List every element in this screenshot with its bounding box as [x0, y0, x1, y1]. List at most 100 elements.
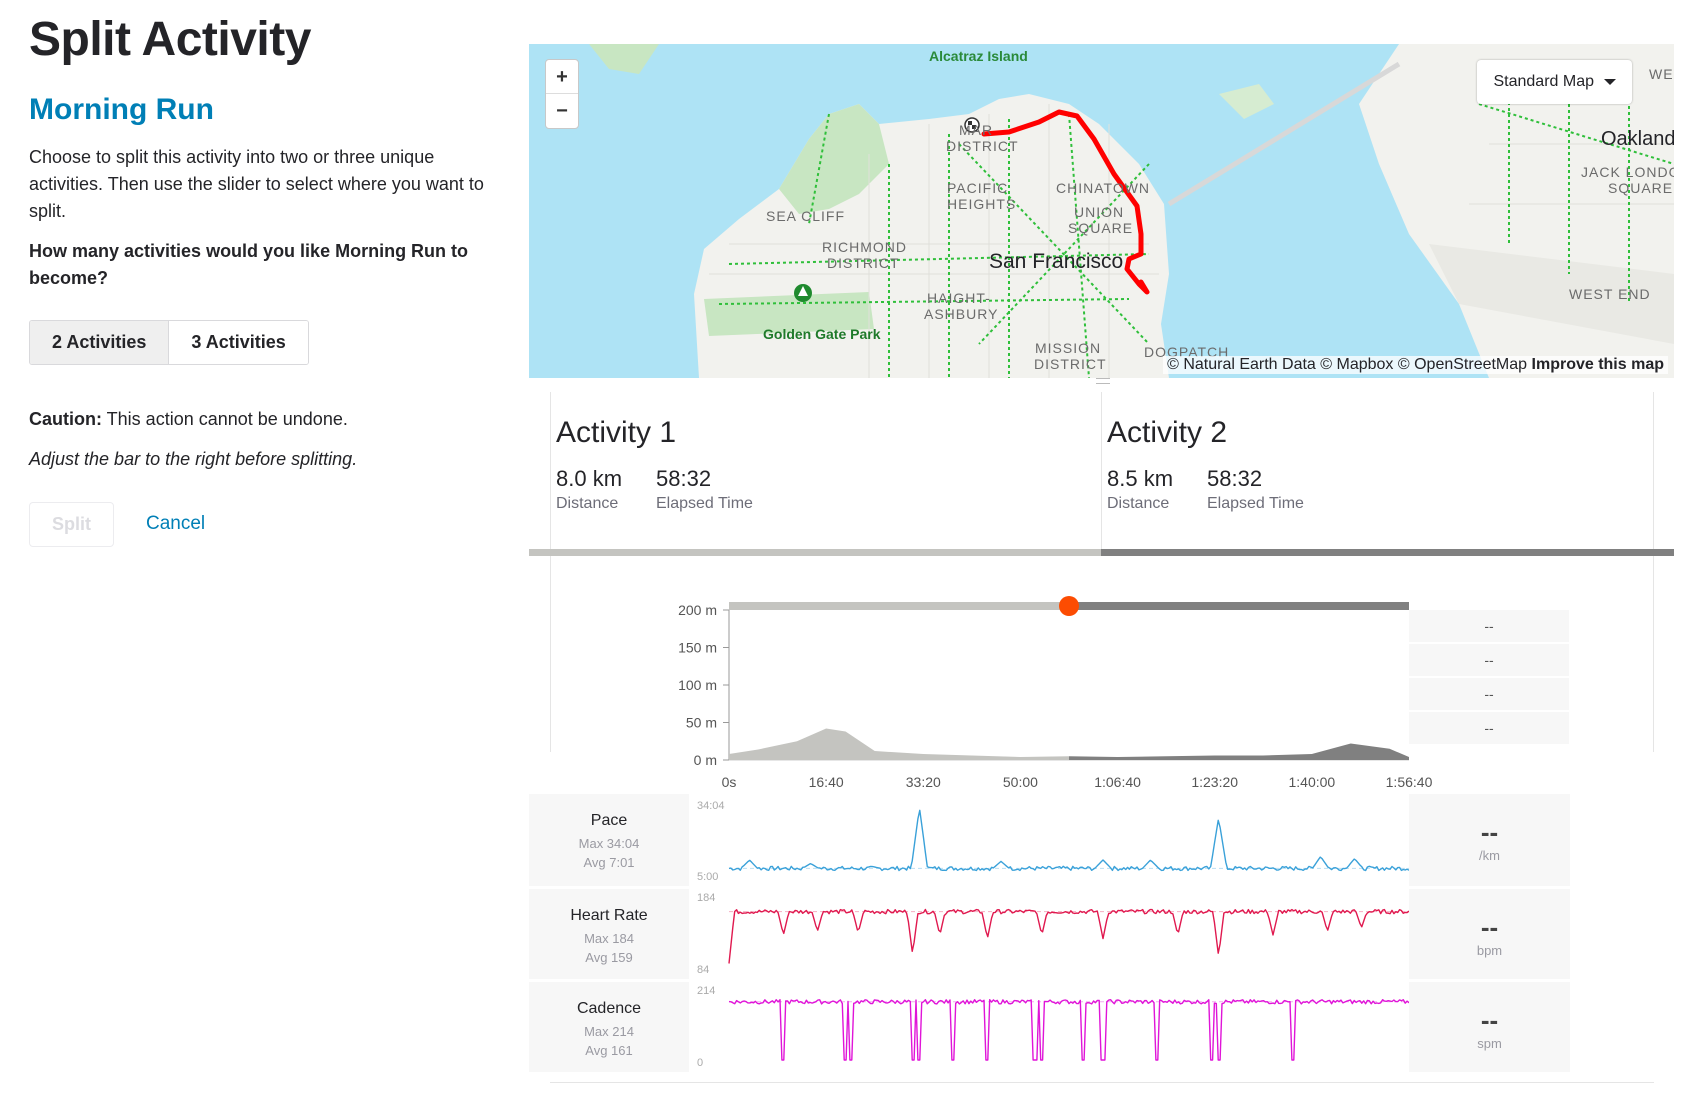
- metric-name: Heart Rate: [570, 907, 648, 924]
- split-slider-handle[interactable]: [1059, 596, 1079, 616]
- y-min-label: 0: [697, 1057, 703, 1069]
- activity-2-bar: [1101, 549, 1674, 556]
- metric-max: Max 34:04: [578, 836, 640, 851]
- metric-avg: Avg 161: [585, 1043, 633, 1058]
- map-label-jack-london-a: JACK LONDON: [1581, 164, 1674, 180]
- map-label-richmond-b: DISTRICT: [827, 255, 900, 271]
- zoom-in-button[interactable]: +: [546, 60, 578, 94]
- x-tick-label: 1:40:00: [1288, 774, 1335, 790]
- two-activities-option[interactable]: 2 Activities: [30, 321, 170, 364]
- map-label-marina-b: DISTRICT: [946, 138, 1019, 154]
- map-attribution: © Natural Earth Data © Mapbox © OpenStre…: [1163, 356, 1668, 374]
- map-label-richmond-a: RICHMOND: [822, 239, 907, 255]
- attribution-text: © Natural Earth Data © Mapbox © OpenStre…: [1167, 356, 1528, 373]
- alameda: [1429, 244, 1674, 344]
- heart-rate-value-panel: -- bpm: [1409, 886, 1570, 979]
- side-value-cell: [1409, 678, 1569, 710]
- metric-name: Cadence: [576, 1000, 642, 1017]
- activity-route: [981, 109, 1150, 295]
- activity-count-selector: 2 Activities 3 Activities: [29, 320, 309, 365]
- split-button[interactable]: Split: [29, 502, 114, 547]
- side-value: --: [1484, 720, 1494, 736]
- cadence-line: [728, 999, 1409, 1061]
- activity-2-title: Activity 2: [1107, 416, 1228, 449]
- distance-value: 8.0 km: [556, 466, 623, 491]
- map-resize-handle[interactable]: [1096, 378, 1110, 384]
- x-tick-label: 1:23:20: [1191, 774, 1238, 790]
- zoom-out-button[interactable]: −: [556, 100, 568, 122]
- y-max-label: 214: [697, 985, 715, 997]
- metric-max: Max 214: [584, 1024, 634, 1039]
- map-label-union-b: SQUARE: [1068, 220, 1134, 236]
- split-activities: Activity 1 8.0 km Distance 58:32 Elapsed…: [550, 392, 1654, 549]
- activity-2-card: Activity 2 8.5 km Distance 58:32 Elapsed…: [1102, 392, 1654, 549]
- golden-gate-park: [704, 292, 874, 336]
- elevation-side-panel: -- -- -- --: [1409, 610, 1569, 744]
- y-tick-label: 100 m: [678, 677, 717, 693]
- y-tick-label: 150 m: [678, 640, 717, 656]
- map-label-mission-b: DISTRICT: [1034, 356, 1107, 372]
- cadence-row: Cadence Max 214 Avg 161 214 0 -- spm: [529, 979, 1570, 1072]
- heart-rate-row: Heart Rate Max 184 Avg 159 184 84 -- bpm: [529, 886, 1570, 979]
- map-style-label: Standard Map: [1493, 73, 1594, 90]
- map-label-union-a: UNION: [1074, 204, 1125, 220]
- caution-label: Caution:: [29, 409, 102, 429]
- x-tick-label: 50:00: [1003, 774, 1038, 790]
- adjust-hint: Adjust the bar to the right before split…: [29, 449, 358, 469]
- caution-text: This action cannot be undone.: [106, 409, 348, 429]
- cancel-link[interactable]: Cancel: [146, 513, 206, 534]
- side-value-cell: [1409, 644, 1569, 676]
- chevron-down-icon: [1604, 78, 1616, 85]
- activity-name: Morning Run: [29, 93, 214, 126]
- map-label-haight-a: HAIGHT-: [927, 290, 991, 306]
- cadence-chart: 214 0: [697, 985, 1409, 1069]
- x-tick-label: 1:56:40: [1386, 774, 1433, 790]
- x-tick-label: 1:06:40: [1094, 774, 1141, 790]
- split-description: Choose to split this activity into two o…: [29, 147, 484, 221]
- map-label-mission-a: MISSION: [1035, 340, 1102, 356]
- metric-avg: Avg 7:01: [583, 855, 635, 870]
- route-map[interactable]: Alcatraz Island MAR DISTRICT PACIFIC HEI…: [529, 44, 1674, 378]
- distance-label: Distance: [1107, 495, 1170, 512]
- map-label-pacific-a: PACIFIC: [947, 180, 1009, 196]
- map-label-west-end: WEST END: [1569, 286, 1651, 302]
- map-label-haight-b: ASHBURY: [924, 306, 999, 322]
- activity-2-time: 58:32 Elapsed Time: [1207, 466, 1304, 513]
- three-activities-option[interactable]: 3 Activities: [169, 321, 308, 364]
- metric-avg: Avg 159: [585, 950, 633, 965]
- activity-count-question: How many activities would you like Morni…: [29, 241, 469, 288]
- side-value: --: [1484, 686, 1494, 702]
- metric-value: --: [1480, 912, 1499, 942]
- side-value: --: [1484, 652, 1494, 668]
- pace-line: [728, 809, 1409, 872]
- map-label-alcatraz: Alcatraz Island: [929, 48, 1028, 64]
- distance-value: 8.5 km: [1107, 466, 1174, 491]
- elevation-area-activity-1: [729, 728, 1069, 760]
- elevation-axis: 200 m 150 m 100 m 50 m 0 m 0s 16:40 33:20 50:00 1…: [678, 602, 1432, 790]
- time-value: 58:32: [656, 466, 712, 491]
- y-tick-label: 50 m: [686, 715, 717, 731]
- y-max-label: 34:04: [697, 800, 725, 812]
- metric-unit: bpm: [1476, 943, 1503, 958]
- zoom-controls: + −: [545, 59, 579, 129]
- map-style-dropdown[interactable]: Standard Map: [1477, 60, 1632, 104]
- activity-1-time: 58:32 Elapsed Time: [656, 466, 753, 513]
- side-value: --: [1484, 618, 1494, 634]
- caution-message: Caution: This action cannot be undone.: [29, 409, 348, 430]
- map-label-seacliff: SEA CLIFF: [766, 208, 846, 224]
- time-label: Elapsed Time: [656, 495, 753, 512]
- x-tick-label: 0s: [722, 774, 737, 790]
- cadence-label-panel: Cadence Max 214 Avg 161: [529, 979, 689, 1072]
- map-label-jack-london-b: SQUARE: [1608, 180, 1674, 196]
- pace-chart: 34:04 5:00: [697, 800, 1409, 883]
- cadence-value-panel: -- spm: [1409, 979, 1570, 1072]
- bay-bridge: [1167, 61, 1401, 207]
- heart-rate-label-panel: Heart Rate Max 184 Avg 159: [529, 886, 689, 979]
- y-min-label: 5:00: [697, 871, 718, 883]
- time-value: 58:32: [1207, 466, 1263, 491]
- metric-value: --: [1480, 1005, 1499, 1035]
- improve-map-link[interactable]: Improve this map: [1531, 356, 1664, 373]
- activity-1-distance: 8.0 km Distance: [556, 466, 622, 513]
- pace-label-panel: Pace Max 34:04 Avg 7:01: [529, 794, 689, 886]
- map-label-golden-gate-park: Golden Gate Park: [763, 326, 881, 342]
